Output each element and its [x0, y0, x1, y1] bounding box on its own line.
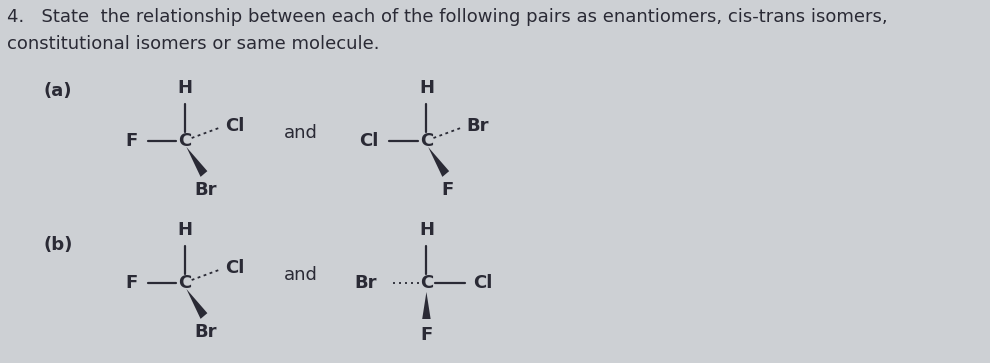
- Text: C: C: [420, 132, 433, 150]
- Text: H: H: [419, 79, 434, 97]
- Polygon shape: [186, 147, 207, 177]
- Text: Br: Br: [467, 117, 489, 135]
- Text: C: C: [420, 274, 433, 292]
- Text: Cl: Cl: [225, 117, 245, 135]
- Text: and: and: [284, 124, 318, 142]
- Text: C: C: [178, 132, 191, 150]
- Text: F: F: [125, 274, 138, 292]
- Polygon shape: [429, 147, 449, 177]
- Text: (a): (a): [44, 82, 72, 100]
- Text: 4.   State  the relationship between each of the following pairs as enantiomers,: 4. State the relationship between each o…: [7, 8, 888, 26]
- Text: C: C: [178, 274, 191, 292]
- Text: Br: Br: [354, 274, 377, 292]
- Text: H: H: [177, 79, 192, 97]
- Text: F: F: [442, 181, 453, 199]
- Text: constitutional isomers or same molecule.: constitutional isomers or same molecule.: [7, 35, 379, 53]
- Text: H: H: [177, 221, 192, 239]
- Text: H: H: [419, 221, 434, 239]
- Polygon shape: [422, 292, 431, 319]
- Text: Br: Br: [194, 323, 217, 341]
- Text: Cl: Cl: [359, 132, 379, 150]
- Polygon shape: [186, 289, 207, 319]
- Text: Cl: Cl: [225, 259, 245, 277]
- Text: (b): (b): [44, 236, 73, 254]
- Text: F: F: [421, 326, 433, 344]
- Text: Cl: Cl: [473, 274, 492, 292]
- Text: F: F: [125, 132, 138, 150]
- Text: and: and: [284, 266, 318, 284]
- Text: Br: Br: [194, 181, 217, 199]
